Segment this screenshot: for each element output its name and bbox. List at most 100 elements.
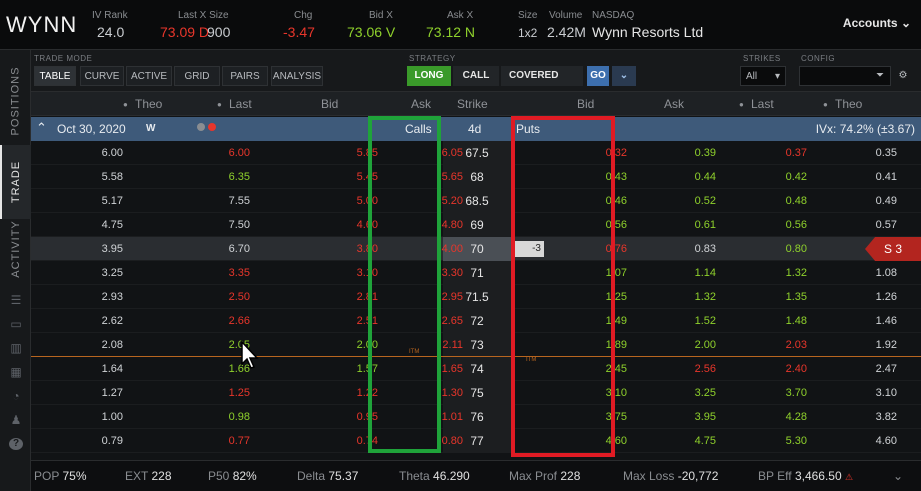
call-last-cell[interactable]: 1.25 (228, 387, 250, 399)
tab-activity[interactable]: ACTIVITY (0, 212, 31, 286)
strikes-select[interactable]: All ▾ (740, 66, 786, 86)
call-button[interactable]: CALL (453, 66, 499, 86)
tab-curve[interactable]: CURVE (80, 66, 124, 86)
table-row[interactable]: 71 3.25 3.35 3.10 3.30 1.07 1.14 1.32 1.08 (31, 261, 921, 285)
put-ask-cell[interactable]: 0.39 (694, 147, 716, 159)
put-theo-config-icon[interactable]: ● (823, 100, 828, 109)
call-ask-cell[interactable]: 4.80 (441, 219, 463, 231)
tab-grid[interactable]: GRID (174, 66, 220, 86)
call-ask-cell[interactable]: 5.65 (441, 171, 463, 183)
call-bid-cell[interactable]: 1.22 (356, 387, 378, 399)
call-bid-cell[interactable]: 0.95 (356, 411, 378, 423)
help-icon[interactable]: ? (9, 438, 23, 450)
put-last-cell[interactable]: 1.35 (785, 291, 807, 303)
call-theo-cell[interactable]: 5.17 (101, 195, 123, 207)
call-ask-cell[interactable]: 0.80 (441, 435, 463, 447)
call-ask-cell[interactable]: 1.30 (441, 387, 463, 399)
col-put-ask[interactable]: Ask (664, 97, 685, 111)
tv-icon[interactable]: ▭ (10, 317, 22, 331)
call-last-cell[interactable]: 3.35 (228, 267, 250, 279)
put-last-cell[interactable]: 0.42 (785, 171, 807, 183)
last-config-icon[interactable]: ● (217, 100, 222, 109)
put-last-cell[interactable]: 0.56 (785, 219, 807, 231)
call-ask-cell[interactable]: 2.95 (441, 291, 463, 303)
call-last-cell[interactable]: 6.00 (228, 147, 250, 159)
put-bid-cell[interactable]: 3.75 (605, 411, 627, 423)
call-theo-cell[interactable]: 2.08 (101, 339, 123, 351)
put-theo-cell[interactable]: 1.08 (875, 267, 897, 279)
table-row[interactable]: 76 1.00 0.98 0.95 1.01 3.75 3.95 4.28 3.82 (31, 405, 921, 429)
put-last-cell[interactable]: 0.48 (785, 195, 807, 207)
theo-config-icon[interactable]: ● (123, 100, 128, 109)
call-theo-cell[interactable]: 2.93 (101, 291, 123, 303)
call-bid-cell[interactable]: 3.80 (356, 243, 378, 255)
tab-positions[interactable]: POSITIONS (0, 64, 31, 138)
table-row[interactable]: 68 5.58 6.35 5.45 5.65 0.43 0.44 0.42 0.41 (31, 165, 921, 189)
call-last-cell[interactable]: 2.50 (228, 291, 250, 303)
put-ask-cell[interactable]: 1.14 (694, 267, 716, 279)
tab-active[interactable]: ACTIVE (126, 66, 172, 86)
symbol-field[interactable]: WYNN (6, 12, 78, 37)
tab-pairs[interactable]: PAIRS (222, 66, 268, 86)
table-row[interactable]: 68.5 5.17 7.55 5.00 5.20 0.46 0.52 0.48 0.49 (31, 189, 921, 213)
call-last-cell[interactable]: 6.70 (228, 243, 250, 255)
put-theo-cell[interactable]: 0.57 (875, 219, 897, 231)
table-row[interactable]: 72 2.62 2.66 2.51 2.65 1.49 1.52 1.48 1.46 (31, 309, 921, 333)
put-bid-cell[interactable]: 0.32 (605, 147, 627, 159)
table-row[interactable]: 67.5 6.00 6.00 5.85 6.05 0.32 0.39 0.37 0.35 (31, 141, 921, 165)
tab-table[interactable]: TABLE (34, 66, 76, 86)
put-last-cell[interactable]: 5.30 (785, 435, 807, 447)
chart-icon[interactable]: ▥ (10, 341, 22, 355)
go-button[interactable]: GO (587, 66, 609, 86)
covered-button[interactable]: COVERED (501, 66, 583, 86)
put-bid-cell[interactable]: 0.43 (605, 171, 627, 183)
gauge-icon[interactable]: ◔ (12, 389, 20, 403)
put-last-cell[interactable]: 1.32 (785, 267, 807, 279)
put-bid-cell[interactable]: 0.76 (605, 243, 627, 255)
collapse-chevron-icon[interactable]: ⌃ (36, 120, 47, 135)
put-bid-cell[interactable]: 0.56 (605, 219, 627, 231)
call-last-cell[interactable]: 2.66 (228, 315, 250, 327)
put-ask-cell[interactable]: 3.25 (694, 387, 716, 399)
call-bid-cell[interactable]: 4.60 (356, 219, 378, 231)
put-bid-cell[interactable]: 0.46 (605, 195, 627, 207)
call-last-cell[interactable]: 7.55 (228, 195, 250, 207)
put-theo-cell[interactable]: 0.49 (875, 195, 897, 207)
call-ask-cell[interactable]: 3.30 (441, 267, 463, 279)
call-ask-cell[interactable]: 1.01 (441, 411, 463, 423)
tab-trade[interactable]: TRADE (0, 145, 31, 219)
put-last-cell[interactable]: 4.28 (785, 411, 807, 423)
col-put-last[interactable]: Last (751, 97, 774, 111)
call-theo-cell[interactable]: 1.00 (101, 411, 123, 423)
call-theo-cell[interactable]: 5.58 (101, 171, 123, 183)
put-ask-cell[interactable]: 0.83 (694, 243, 716, 255)
call-bid-cell[interactable]: 2.51 (356, 315, 378, 327)
put-theo-cell[interactable]: 3.10 (875, 387, 897, 399)
put-bid-cell[interactable]: 1.89 (605, 339, 627, 351)
put-theo-cell[interactable]: 0.41 (875, 171, 897, 183)
call-theo-cell[interactable]: 6.00 (101, 147, 123, 159)
call-ask-cell[interactable]: 2.11 (442, 339, 463, 351)
put-last-cell[interactable]: 1.48 (785, 315, 807, 327)
put-theo-cell[interactable]: 1.26 (875, 291, 897, 303)
col-call-last[interactable]: Last (229, 97, 252, 111)
config-select[interactable] (799, 66, 891, 86)
col-call-bid[interactable]: Bid (321, 97, 339, 111)
put-bid-cell[interactable]: 2.45 (605, 363, 627, 375)
put-theo-cell[interactable]: 4.60 (875, 435, 897, 447)
call-bid-cell[interactable]: 5.00 (356, 195, 378, 207)
call-bid-cell[interactable]: 3.10 (356, 267, 378, 279)
put-theo-cell[interactable]: 2.47 (875, 363, 897, 375)
position-badge[interactable]: S 3 (865, 237, 921, 261)
put-theo-cell[interactable]: 1.46 (875, 315, 897, 327)
call-bid-cell[interactable]: 1.57 (356, 363, 378, 375)
accounts-menu[interactable]: Accounts ⌄ (843, 16, 911, 30)
put-bid-cell[interactable]: 1.49 (605, 315, 627, 327)
call-ask-cell[interactable]: 4.00 (441, 243, 463, 255)
expiration-row[interactable]: ⌃ Oct 30, 2020 W Calls 4d Puts IVx: 74.2… (31, 117, 921, 141)
long-button[interactable]: LONG (407, 66, 451, 86)
call-theo-cell[interactable]: 1.64 (101, 363, 123, 375)
table-row[interactable]: 73 2.08 2.05 2.00 2.11 1.89 2.00 2.03 1.92 (31, 333, 921, 357)
list-icon[interactable]: ☰ (10, 293, 22, 307)
call-bid-cell[interactable]: 5.85 (356, 147, 378, 159)
